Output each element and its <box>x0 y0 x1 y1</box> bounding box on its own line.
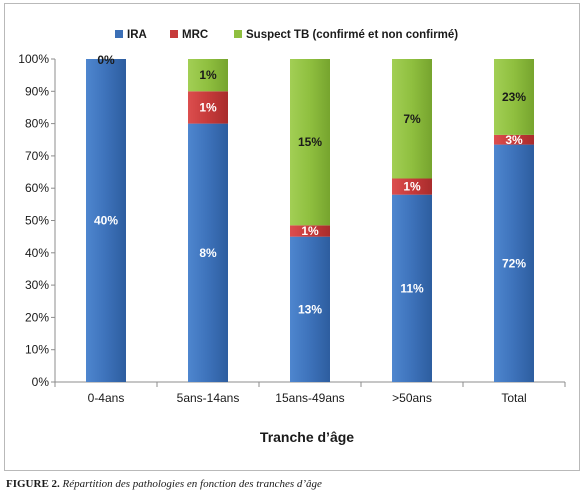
bars <box>86 59 534 382</box>
data-label: 1% <box>301 224 319 238</box>
y-tick-label: 100% <box>18 52 49 66</box>
x-tick-label: >50ans <box>392 391 432 405</box>
legend-item-0: IRA <box>115 29 147 41</box>
y-tick-label: 90% <box>25 84 49 98</box>
data-labels: 40% 0% 8% 1% 1% 13% 1% 15% 11% 1% 7% 72% 3% 23% <box>94 53 526 316</box>
legend-item-2: Suspect TB (confirmé et non confirmé) <box>234 29 458 41</box>
legend-item-1: MRC <box>170 29 208 41</box>
axes: 0% 10% 20% 30% 40% 50% 60% 70% 80% 90% 100% 0-4ans 5… <box>18 52 566 405</box>
x-tick-label: 5ans-14ans <box>177 391 240 405</box>
legend-swatch <box>234 30 242 38</box>
bar-segment-suspect <box>290 59 330 226</box>
caption-lead: FIGURE 2. <box>6 478 60 490</box>
data-label: 3% <box>505 133 523 147</box>
x-tick-label: Total <box>501 391 526 405</box>
y-tick-label: 70% <box>25 149 49 163</box>
bar-segment-ira <box>392 194 432 382</box>
data-label: 8% <box>199 246 217 260</box>
bar-segment-mrc <box>290 225 330 237</box>
legend-swatch <box>170 30 178 38</box>
data-label: 13% <box>298 302 322 316</box>
bar-segment-suspect <box>392 59 432 179</box>
bar-segment-mrc <box>188 91 228 124</box>
y-tick-label: 40% <box>25 246 49 260</box>
y-tick-label: 10% <box>25 343 49 357</box>
legend-label: Suspect TB (confirmé et non confirmé) <box>246 29 458 41</box>
data-label: 11% <box>400 281 424 295</box>
data-label: 23% <box>502 90 526 104</box>
data-label: 0% <box>97 53 115 67</box>
figure-caption: FIGURE 2. Répartition des pathologies en… <box>6 478 322 490</box>
x-tick-label: 15ans-49ans <box>275 391 344 405</box>
legend-label: IRA <box>127 29 147 41</box>
bar-segment-ira <box>188 123 228 382</box>
y-tick-label: 80% <box>25 117 49 131</box>
y-tick-label: 20% <box>25 310 49 324</box>
bar-segment-suspect <box>494 59 534 135</box>
legend-label: MRC <box>182 29 208 41</box>
legend-swatch <box>115 30 123 38</box>
bar-segment-ira <box>494 144 534 382</box>
chart-frame: IRA MRC Suspect TB (confirmé et non confir… <box>4 3 580 471</box>
y-tick-label: 60% <box>25 181 49 195</box>
data-label: 40% <box>94 214 118 228</box>
caption-text: Répartition des pathologies en fonction … <box>62 478 322 490</box>
bar-segment-mrc <box>392 178 432 195</box>
bar-segment-ira <box>86 59 126 382</box>
data-label: 1% <box>403 180 421 194</box>
y-tick-label: 50% <box>25 214 49 228</box>
stacked-bar-chart: IRA MRC Suspect TB (confirmé et non confir… <box>18 29 566 445</box>
data-label: 1% <box>199 100 217 114</box>
y-tick-label: 0% <box>32 375 50 389</box>
data-label: 15% <box>298 135 322 149</box>
bar-segment-ira <box>290 236 330 382</box>
bar-segment-mrc <box>494 134 534 145</box>
bar-segment-suspect <box>188 59 228 92</box>
data-label: 7% <box>403 112 421 126</box>
x-axis-title: Tranche d’âge <box>260 429 354 445</box>
x-tick-label: 0-4ans <box>88 391 125 405</box>
data-label: 72% <box>502 256 526 270</box>
data-label: 1% <box>199 68 217 82</box>
y-tick-label: 30% <box>25 278 49 292</box>
legend: IRA MRC Suspect TB (confirmé et non confir… <box>115 29 458 41</box>
